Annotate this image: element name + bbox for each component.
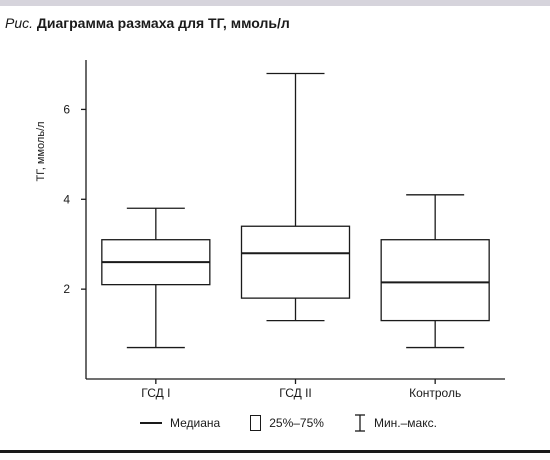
median-line-icon [140, 422, 162, 424]
y-tick-label: 4 [63, 192, 70, 206]
iqr-box [240, 225, 351, 299]
iqr-box [380, 239, 490, 322]
legend-item-median: Медиана [140, 416, 220, 430]
top-band [0, 0, 550, 6]
bottom-rule [0, 450, 550, 453]
x-tick-label: Контроль [409, 386, 461, 400]
chart-legend: Медиана 25%–75% Мин.–макс. [140, 412, 437, 434]
legend-item-range: Мин.–макс. [354, 414, 437, 432]
x-tick-label: ГСД I [141, 386, 170, 400]
y-tick-label: 2 [63, 282, 70, 296]
caption-prefix: Рис. [5, 15, 34, 31]
y-tick-label: 6 [63, 102, 70, 116]
legend-label-iqr: 25%–75% [269, 416, 324, 430]
x-tick-label: ГСД II [279, 386, 312, 400]
range-whisker-icon [354, 414, 365, 432]
caption-title: Диаграмма размаха для ТГ, ммоль/л [36, 15, 290, 31]
iqr-box-icon [250, 415, 262, 431]
y-axis-label: ТГ, ммоль/л [35, 121, 47, 181]
figure-caption: Рис. Диаграмма размаха для ТГ, ммоль/л [5, 15, 290, 31]
legend-label-range: Мин.–макс. [373, 416, 437, 430]
legend-label-median: Медиана [170, 416, 221, 430]
legend-item-iqr: 25%–75% [250, 415, 324, 431]
box-plot-chart: 2 4 6 ТГ, ммоль/л ГСД I ГСД II Контроль [35, 60, 505, 400]
